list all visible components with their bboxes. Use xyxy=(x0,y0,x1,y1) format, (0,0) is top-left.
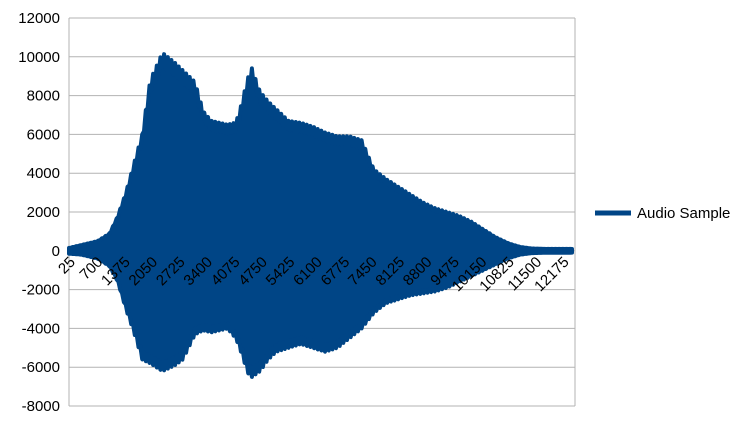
legend-label: Audio Sample xyxy=(637,205,730,222)
y-tick-label: 12000 xyxy=(18,10,60,27)
y-tick-label: 0 xyxy=(52,243,60,260)
waveform-area xyxy=(67,52,574,379)
y-tick-label: 6000 xyxy=(27,126,60,143)
y-tick-label: 10000 xyxy=(18,49,60,66)
y-tick-label: -6000 xyxy=(22,359,60,376)
y-tick-label: 8000 xyxy=(27,88,60,105)
y-tick-label: 2000 xyxy=(27,204,60,221)
y-axis-labels: -8000 -6000 -4000 -2000 0 2000 4000 6000 8000 100… xyxy=(18,10,60,415)
y-tick-label: -4000 xyxy=(22,320,60,337)
y-tick-label: -2000 xyxy=(22,282,60,299)
y-tick-label: -8000 xyxy=(22,398,60,415)
legend: Audio Sample xyxy=(595,205,730,222)
series-audio-sample xyxy=(67,52,574,379)
y-tick-label: 4000 xyxy=(27,165,60,182)
